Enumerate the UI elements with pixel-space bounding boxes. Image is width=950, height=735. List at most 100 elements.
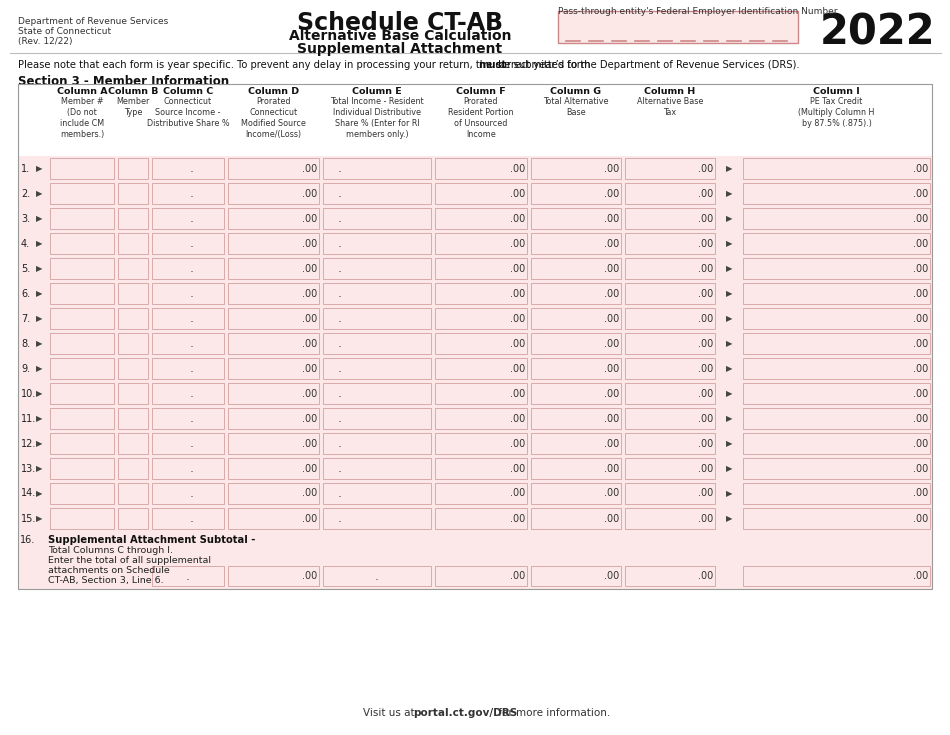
Bar (743, 158, 930, 179)
Bar (50, 183, 114, 204)
Bar (118, 358, 148, 379)
Bar (323, 158, 431, 179)
Text: .00: .00 (302, 571, 317, 581)
Text: .00: .00 (302, 489, 317, 498)
Text: .00: .00 (604, 364, 619, 373)
Bar (531, 433, 621, 454)
Text: .: . (337, 237, 341, 250)
Bar (531, 358, 621, 379)
Bar (18, 256, 932, 281)
Bar (118, 333, 148, 354)
Bar (323, 183, 431, 204)
Bar (625, 283, 715, 304)
Text: .: . (337, 387, 341, 400)
Text: 4.: 4. (21, 238, 30, 248)
Text: (Rev. 12/22): (Rev. 12/22) (18, 37, 72, 46)
Text: Total Columns C through I.: Total Columns C through I. (48, 546, 173, 555)
Text: Column F: Column F (456, 87, 505, 96)
Text: .00: .00 (913, 289, 928, 298)
Text: .: . (190, 437, 194, 450)
Text: .00: .00 (604, 264, 619, 273)
Text: Prorated
Connecticut
Modified Source
Income/(Loss): Prorated Connecticut Modified Source Inc… (241, 97, 306, 140)
Text: ▶: ▶ (36, 289, 43, 298)
Text: .00: .00 (510, 414, 525, 423)
Bar (531, 483, 621, 504)
Bar (228, 233, 319, 254)
Bar (18, 456, 932, 481)
Text: ▶: ▶ (726, 489, 732, 498)
Bar (228, 158, 319, 179)
Bar (531, 258, 621, 279)
Bar (152, 458, 224, 479)
Text: ▶: ▶ (726, 264, 732, 273)
Text: .00: .00 (302, 464, 317, 473)
Text: .00: .00 (302, 339, 317, 348)
Text: Column H: Column H (644, 87, 695, 96)
Bar (118, 283, 148, 304)
Bar (743, 183, 930, 204)
Bar (50, 333, 114, 354)
Text: ▶: ▶ (726, 339, 732, 348)
Bar (50, 233, 114, 254)
Text: .: . (337, 437, 341, 450)
Bar (625, 208, 715, 229)
Bar (18, 306, 932, 331)
Text: .00: .00 (913, 489, 928, 498)
Text: .: . (337, 262, 341, 275)
Bar (625, 408, 715, 429)
Text: ▶: ▶ (726, 314, 732, 323)
Bar (531, 158, 621, 179)
Bar (228, 208, 319, 229)
Text: .00: .00 (510, 464, 525, 473)
Text: .00: .00 (302, 389, 317, 398)
Text: .00: .00 (913, 414, 928, 423)
Bar (625, 258, 715, 279)
Text: .00: .00 (913, 571, 928, 581)
Bar (118, 408, 148, 429)
Bar (323, 258, 431, 279)
Text: .: . (190, 412, 194, 425)
Bar (743, 458, 930, 479)
Bar (625, 483, 715, 504)
Text: ▶: ▶ (36, 414, 43, 423)
Text: portal.ct.gov/DRS: portal.ct.gov/DRS (413, 708, 518, 718)
Text: .00: .00 (913, 213, 928, 223)
Text: .: . (190, 237, 194, 250)
Text: ▶: ▶ (726, 514, 732, 523)
Bar (531, 283, 621, 304)
Text: .00: .00 (697, 188, 713, 198)
Text: ▶: ▶ (36, 239, 43, 248)
Text: Pass-through entity's Federal Employer Identification Number: Pass-through entity's Federal Employer I… (558, 7, 838, 16)
Text: .00: .00 (913, 163, 928, 173)
Text: .00: .00 (510, 439, 525, 448)
Text: .: . (190, 337, 194, 350)
Bar (50, 483, 114, 504)
Bar (18, 156, 932, 181)
Bar (18, 431, 932, 456)
Text: .00: .00 (302, 188, 317, 198)
Bar (435, 358, 527, 379)
Bar (743, 233, 930, 254)
Bar (323, 408, 431, 429)
Text: .00: .00 (604, 188, 619, 198)
Bar (531, 183, 621, 204)
Bar (743, 383, 930, 404)
Text: ▶: ▶ (726, 389, 732, 398)
Bar (152, 258, 224, 279)
Text: ▶: ▶ (726, 464, 732, 473)
Text: 3.: 3. (21, 213, 30, 223)
Text: .00: .00 (510, 163, 525, 173)
Text: Prorated
Resident Portion
of Unsourced
Income: Prorated Resident Portion of Unsourced I… (448, 97, 514, 140)
Text: attachments on Schedule: attachments on Schedule (48, 566, 170, 575)
Text: .00: .00 (913, 339, 928, 348)
Text: PE Tax Credit
(Multiply Column H
by 87.5% (.875).): PE Tax Credit (Multiply Column H by 87.5… (798, 97, 875, 128)
Text: 11.: 11. (21, 414, 36, 423)
Bar (743, 433, 930, 454)
Text: .: . (337, 512, 341, 525)
Text: Total Alternative
Base: Total Alternative Base (543, 97, 609, 117)
Bar (152, 308, 224, 329)
Bar (531, 408, 621, 429)
Bar (118, 308, 148, 329)
Text: .00: .00 (913, 514, 928, 523)
Text: ▶: ▶ (36, 489, 43, 498)
